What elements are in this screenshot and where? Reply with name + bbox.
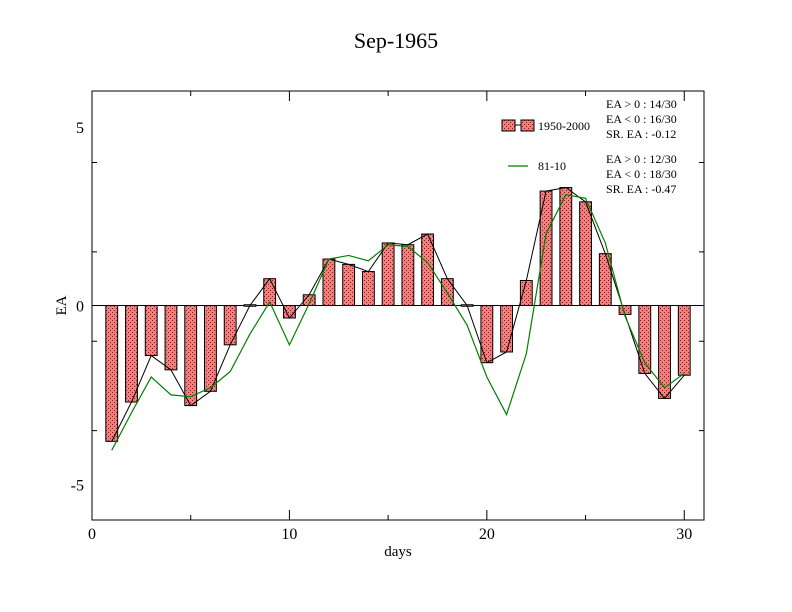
bar xyxy=(282,305,296,319)
bar xyxy=(500,305,514,353)
x-tick-label: 10 xyxy=(281,526,297,543)
bar xyxy=(342,263,356,307)
bar xyxy=(361,271,375,307)
bar xyxy=(125,305,138,403)
bar xyxy=(144,305,158,357)
chart-title: Sep-1965 xyxy=(353,28,439,53)
y-tick-label: 5 xyxy=(76,120,84,137)
bar xyxy=(223,305,237,346)
bar xyxy=(184,305,198,407)
bar xyxy=(381,242,395,306)
bar xyxy=(164,305,178,371)
series-line-81-10 xyxy=(111,194,685,451)
legend-swatch-bar xyxy=(520,119,535,132)
bar xyxy=(519,279,533,307)
bar xyxy=(677,305,691,376)
bar xyxy=(579,201,592,306)
x-axis-label: days xyxy=(384,544,412,560)
legend-label: 1950-2000 xyxy=(538,119,590,133)
bar xyxy=(401,244,415,307)
bar xyxy=(105,305,119,442)
stats-annotation: EA > 0 : 12/30 xyxy=(606,152,677,166)
x-tick-label: 20 xyxy=(479,526,495,543)
legend-label: 81-10 xyxy=(538,159,566,173)
y-tick-label: -5 xyxy=(71,477,84,494)
bar xyxy=(598,253,612,307)
x-tick-label: 30 xyxy=(676,526,692,543)
bar xyxy=(559,187,573,306)
legend-swatch-bar xyxy=(501,119,516,132)
stats-annotation: SR. EA : -0.12 xyxy=(606,127,676,141)
stats-annotation: EA < 0 : 18/30 xyxy=(606,167,677,181)
bar xyxy=(480,305,494,364)
y-tick-label: 0 xyxy=(76,299,84,316)
x-tick-label: 0 xyxy=(88,526,96,543)
stats-annotation: EA > 0 : 14/30 xyxy=(606,97,677,111)
y-axis-label: EA xyxy=(54,295,70,315)
bar xyxy=(204,305,217,392)
stats-annotation: EA < 0 : 16/30 xyxy=(606,112,677,126)
stats-annotation: SR. EA : -0.47 xyxy=(606,182,676,196)
series-line-1950-2000 xyxy=(111,186,685,442)
